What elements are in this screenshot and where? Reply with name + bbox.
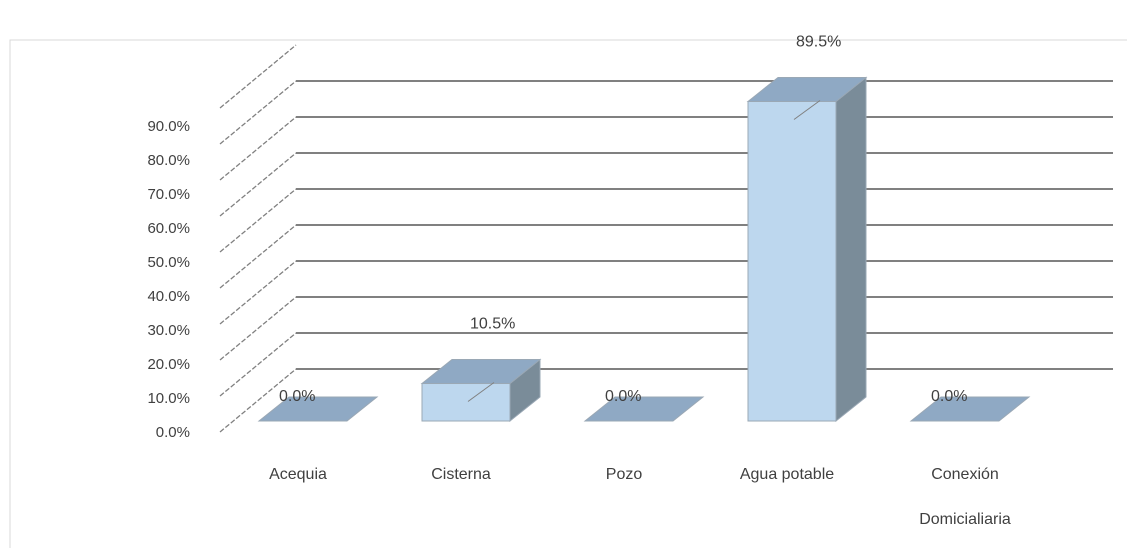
side-wall-gridline (219, 368, 297, 433)
x-category-label: Cisterna (431, 466, 491, 483)
side-wall-gridline (219, 224, 297, 289)
data-label: 0.0% (605, 388, 641, 405)
side-wall-gridline (219, 80, 297, 145)
y-tick-label: 60.0% (147, 220, 190, 237)
bar (583, 396, 705, 422)
y-tick-label: 80.0% (147, 152, 190, 169)
x-category-label: Agua potable (740, 466, 834, 483)
bar-front-face (421, 383, 511, 422)
y-tick-label: 90.0% (147, 118, 190, 135)
data-label-leader-line (793, 100, 821, 120)
bar (746, 76, 868, 423)
bar (909, 396, 1031, 422)
side-wall-gridline (219, 44, 297, 109)
x-category-label-text: Agua potable (740, 466, 834, 483)
bar-top-face (420, 359, 542, 385)
bar-front-face (747, 100, 837, 422)
x-category-label: Pozo (606, 466, 643, 483)
x-category-label-text: Pozo (606, 466, 643, 483)
data-label: 0.0% (931, 388, 967, 405)
bar-top-face (583, 396, 705, 422)
data-label: 0.0% (279, 388, 315, 405)
data-label-leader-line (467, 382, 495, 402)
y-tick-label: 20.0% (147, 356, 190, 373)
bar-top-face (909, 396, 1031, 422)
side-wall-gridline (219, 116, 297, 181)
y-tick-label: 0.0% (156, 424, 190, 441)
side-wall-gridline (219, 260, 297, 325)
bar (420, 358, 542, 423)
data-label: 10.5% (470, 316, 515, 333)
bar-side-face (835, 76, 867, 423)
data-label: 89.5% (796, 33, 841, 50)
y-tick-label: 70.0% (147, 186, 190, 203)
y-tick-label: 10.0% (147, 390, 190, 407)
y-tick-label: 40.0% (147, 288, 190, 305)
bar-top-face (257, 396, 379, 422)
bar-top-face (746, 76, 868, 102)
x-category-label: Acequia (269, 466, 327, 483)
x-category-label-line: Conexión (931, 466, 999, 483)
side-wall-gridline (219, 296, 297, 361)
y-tick-label: 30.0% (147, 322, 190, 339)
x-category-label: Conexión Domicialiaria (919, 466, 1011, 528)
y-tick-label: 50.0% (147, 254, 190, 271)
side-wall-gridline (219, 332, 297, 397)
bar (257, 396, 379, 422)
x-category-label-line: Domicialiaria (919, 511, 1011, 528)
side-wall-gridline (219, 188, 297, 253)
chart-frame (9, 39, 1127, 548)
x-category-label-text: Acequia (269, 466, 327, 483)
x-category-label-text: Cisterna (431, 466, 491, 483)
side-wall-gridline (219, 152, 297, 217)
